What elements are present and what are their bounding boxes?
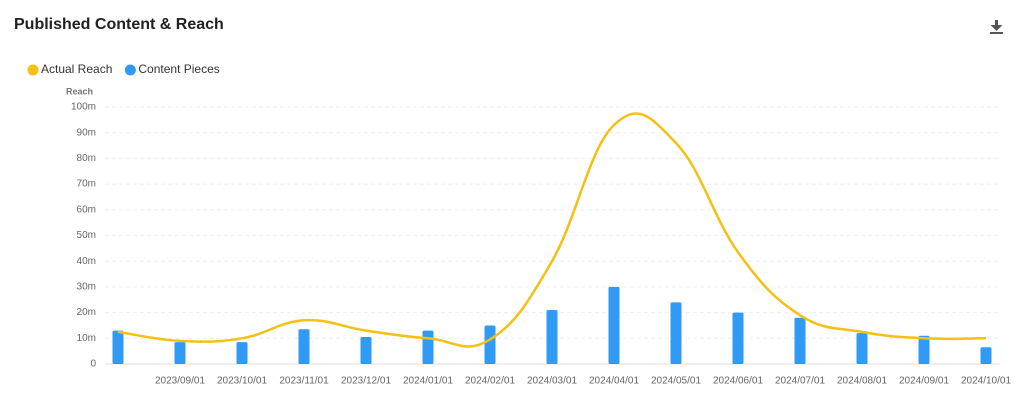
- y-tick-label: 80m: [77, 153, 96, 164]
- y-tick-label: 40m: [77, 256, 96, 267]
- bar: [422, 330, 434, 364]
- x-tick-label: 2023/12/01: [341, 376, 391, 387]
- x-tick-label: 2024/01/01: [403, 376, 453, 387]
- x-tick-label: 2024/08/01: [837, 376, 887, 387]
- x-tick-label: 2024/03/01: [527, 376, 577, 387]
- bar: [670, 302, 682, 364]
- bar: [236, 342, 248, 364]
- bar: [794, 317, 806, 364]
- x-tick-label: 2024/06/01: [713, 376, 763, 387]
- x-tick-label: 2024/05/01: [651, 376, 701, 387]
- y-tick-label: 100m: [71, 102, 96, 113]
- y-tick-label: 10m: [77, 333, 96, 344]
- x-tick-label: 2023/11/01: [279, 376, 329, 387]
- bar: [484, 325, 496, 364]
- line: [117, 112, 987, 348]
- legend-label: Content Pieces: [138, 62, 219, 76]
- y-tick-label: 50m: [77, 230, 96, 241]
- x-tick-label: 2023/10/01: [217, 376, 267, 387]
- chart-title: Published Content & Reach: [14, 16, 224, 33]
- legend-label: Actual Reach: [41, 62, 112, 76]
- bar: [856, 333, 868, 364]
- bar: [112, 330, 124, 364]
- y-tick-label: 90m: [77, 127, 96, 138]
- bar: [298, 329, 310, 364]
- y-tick-label: 30m: [77, 282, 96, 293]
- x-tick-label: 2024/04/01: [589, 376, 639, 387]
- bar: [360, 337, 372, 364]
- bar: [174, 342, 186, 364]
- y-tick-label: 60m: [77, 204, 96, 215]
- y-tick-label: 20m: [77, 307, 96, 318]
- bar: [980, 347, 992, 364]
- x-tick-label: 2024/02/01: [465, 376, 515, 387]
- x-tick-label: 2024/09/01: [899, 376, 949, 387]
- y-tick-label: 70m: [77, 179, 96, 190]
- bar: [546, 310, 558, 364]
- x-tick-label: 2023/09/01: [155, 376, 205, 387]
- legend-marker: [27, 64, 39, 76]
- x-tick-label: 2024/10/01: [961, 376, 1011, 387]
- y-tick-label: 0: [90, 359, 96, 370]
- y-axis-label: Reach: [66, 86, 93, 96]
- legend-marker: [124, 64, 136, 76]
- x-tick-label: 2024/07/01: [775, 376, 825, 387]
- download-icon[interactable]: [990, 20, 1003, 34]
- bar: [918, 335, 930, 364]
- bar: [732, 312, 744, 364]
- bar: [608, 286, 620, 364]
